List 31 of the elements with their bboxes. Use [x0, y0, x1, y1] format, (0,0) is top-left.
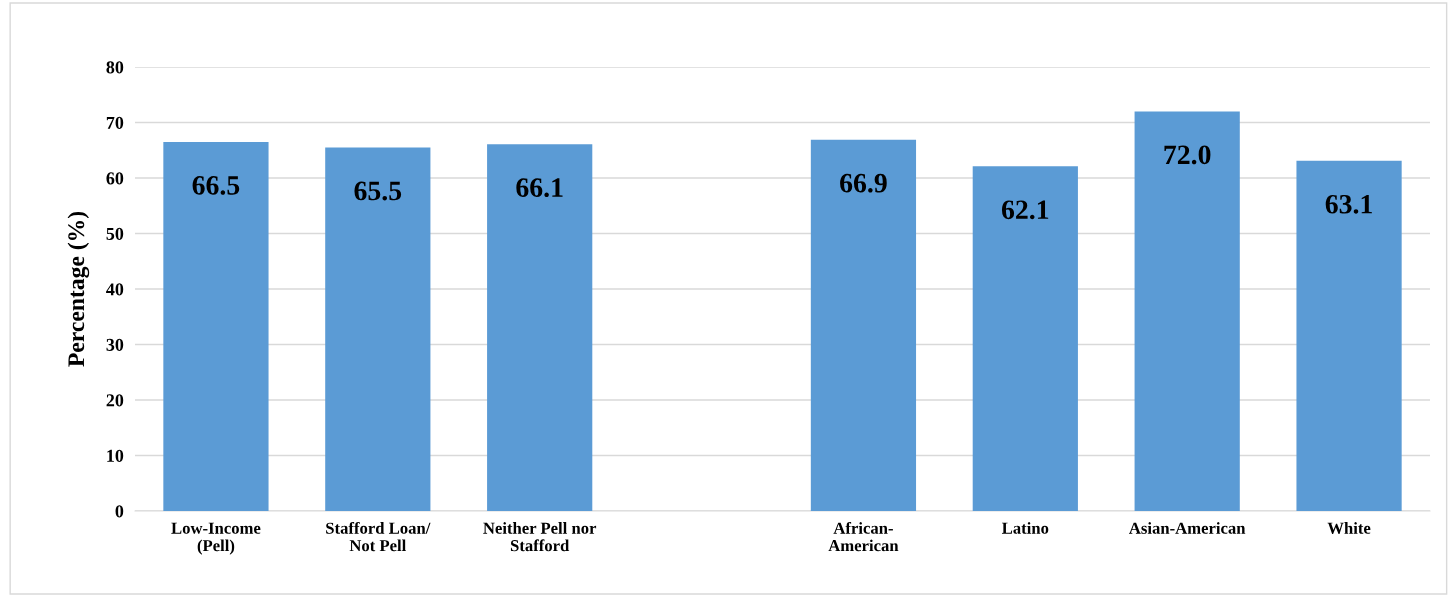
x-tick-label: Neither Pell nor Stafford	[483, 522, 597, 552]
data-label: 66.9	[840, 173, 887, 193]
y-tick-label: 80	[106, 61, 124, 74]
x-tick-label: Stafford Loan/ Not Pell	[326, 521, 431, 552]
data-label: 62.1	[1001, 200, 1049, 220]
y-tick-label: 70	[106, 116, 124, 129]
data-label: 66.5	[192, 176, 240, 195]
y-tick-label: 20	[106, 394, 124, 407]
x-tick-label: African- American	[828, 521, 899, 552]
data-label: 65.5	[354, 181, 402, 201]
data-label: 72.0	[1164, 145, 1211, 165]
x-tick-label: Low-Income (Pell)	[171, 522, 261, 555]
y-tick-label: 50	[106, 227, 124, 240]
data-label: 66.1	[516, 178, 563, 198]
x-tick-label: Asian-American	[1129, 522, 1246, 534]
bar	[1296, 160, 1402, 511]
y-tick-label: 0	[115, 505, 124, 518]
y-axis-title: Percentage (%)	[67, 211, 90, 367]
x-tick-label: White	[1327, 522, 1371, 534]
y-tick-label: 60	[106, 172, 124, 185]
data-label: 63.1	[1325, 194, 1372, 214]
bar	[972, 166, 1078, 511]
x-tick-label: Latino	[1001, 522, 1049, 534]
bar	[325, 147, 431, 511]
bar	[163, 141, 269, 511]
y-tick-label: 40	[106, 283, 124, 296]
bar	[810, 139, 917, 511]
y-tick-label: 30	[106, 338, 124, 351]
y-tick-label: 10	[107, 449, 124, 462]
bar	[487, 144, 593, 511]
bar	[1134, 111, 1240, 511]
